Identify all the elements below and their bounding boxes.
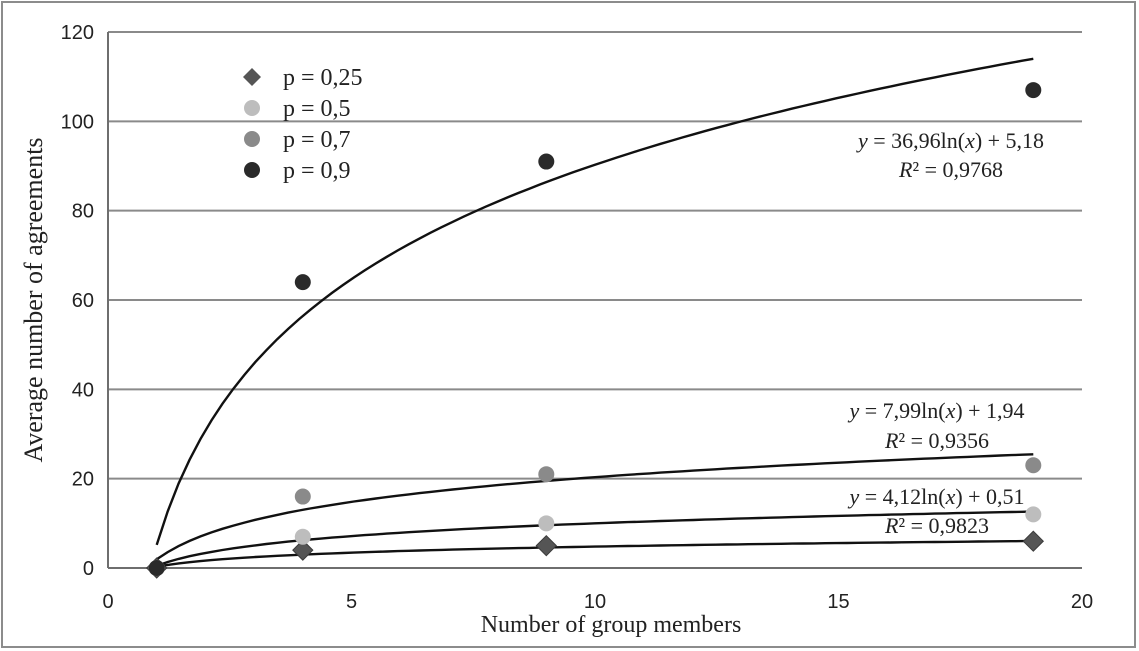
data-point-circle [148, 560, 165, 576]
legend-marker [244, 100, 260, 116]
legend-label: p = 0,25 [283, 65, 363, 91]
trendline-equation: y = 36,96ln(x) + 5,18 [856, 128, 1044, 153]
data-point-circle [1025, 506, 1042, 523]
trendline-r-squared: R² = 0,9768 [898, 157, 1003, 182]
data-point-circle [1025, 457, 1042, 474]
data-point-circle [538, 153, 555, 170]
data-point-circle [1025, 82, 1042, 99]
r-squared-symbol: R [898, 157, 913, 182]
data-point-diamond [292, 539, 314, 561]
trendline [155, 57, 1034, 546]
data-point-circle [294, 488, 311, 505]
r-squared-value: ² = 0,9823 [898, 513, 989, 538]
equation-body: = 4,12ln( [859, 484, 945, 509]
axes [107, 32, 1082, 569]
y-tick-label: 80 [72, 201, 94, 223]
y-axis-title: Average number of agreements [19, 137, 48, 462]
y-tick-label: 100 [61, 111, 94, 133]
trendline-r-squared: R² = 0,9823 [884, 513, 989, 538]
equation-y-symbol: y [847, 398, 859, 423]
legend-label: p = 0,5 [283, 96, 351, 122]
data-point-circle [538, 466, 555, 483]
legend-marker [244, 131, 260, 147]
gridlines [108, 31, 1082, 480]
data-point-diamond [535, 534, 558, 557]
legend-marker [243, 68, 261, 86]
trendline-equation: y = 7,99ln(x) + 1,94 [847, 398, 1024, 423]
equation-end: ) + 0,51 [955, 484, 1024, 509]
equation-end: ) + 1,94 [955, 398, 1024, 423]
x-tick-label: 10 [584, 591, 606, 613]
data-point-circle [294, 274, 311, 291]
data-point-circle [538, 515, 555, 532]
data-point-diamond [1022, 530, 1045, 552]
r-squared-symbol: R [884, 513, 899, 538]
x-tick-label: 15 [827, 591, 849, 613]
x-tick-labels: 0 5 10 15 20 [102, 591, 1093, 613]
equation-end: ) + 5,18 [975, 128, 1044, 153]
r-squared-value: ² = 0,9768 [912, 157, 1003, 182]
y-tick-label: 0 [83, 558, 94, 580]
equation-x-symbol: x [964, 128, 975, 153]
y-tick-label: 60 [72, 290, 94, 312]
legend-label: p = 0,7 [283, 127, 351, 153]
r-squared-symbol: R [884, 428, 899, 453]
y-tick-label: 40 [72, 379, 94, 401]
y-tick-labels: 0 20 40 60 80 100 120 [61, 22, 94, 580]
equation-body: = 36,96ln( [868, 128, 965, 153]
x-tick-label: 5 [346, 591, 357, 613]
r-squared-value: ² = 0,9356 [898, 428, 989, 453]
equation-x-symbol: x [945, 484, 956, 509]
x-axis-title: Number of group members [481, 612, 742, 638]
legend-marker [244, 162, 260, 178]
equation-x-symbol: x [945, 398, 956, 423]
legend-label: p = 0,9 [283, 158, 351, 184]
trendline [156, 453, 1034, 561]
data-points [145, 82, 1045, 579]
y-tick-label: 120 [61, 22, 94, 44]
y-tick-label: 20 [72, 469, 94, 491]
x-tick-label: 0 [102, 591, 113, 613]
equation-body: = 7,99ln( [859, 398, 945, 423]
data-point-circle [294, 528, 311, 545]
equation-y-symbol: y [847, 484, 859, 509]
equation-y-symbol: y [856, 128, 868, 153]
x-tick-label: 20 [1071, 591, 1093, 613]
trendline-r-squared: R² = 0,9356 [884, 428, 989, 453]
trendline-equation: y = 4,12ln(x) + 0,51 [847, 484, 1024, 509]
legend: p = 0,25 p = 0,5 p = 0,7 p = 0,9 [243, 65, 363, 184]
